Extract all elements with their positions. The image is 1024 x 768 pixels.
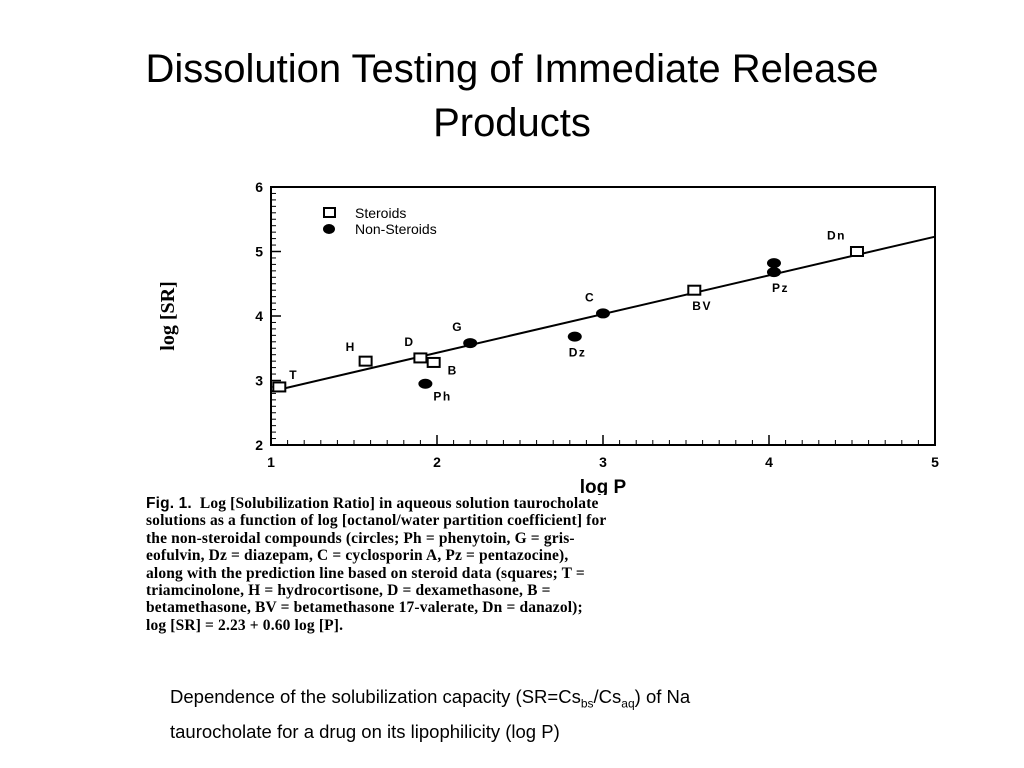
caption-line: betamethasone, BV = betamethasone 17-val… (146, 599, 583, 617)
non-steroid-point (766, 258, 781, 269)
non-steroid-point (766, 267, 781, 278)
steroid-point (426, 356, 441, 368)
data-marks: T H D B BV Dn Ph G Dz C Pz (272, 229, 864, 404)
x-tick-label: 5 (931, 454, 939, 470)
point-label: T (289, 368, 298, 382)
y-tick-label: 2 (255, 437, 263, 453)
point-label: Ph (433, 390, 451, 404)
slide-title: Dissolution Testing of Immediate Release… (0, 42, 1024, 150)
point-label: Dz (569, 346, 587, 360)
non-steroid-point (418, 378, 433, 389)
non-steroid-point (463, 338, 478, 349)
non-steroid-point (596, 308, 610, 319)
steroid-point (272, 381, 287, 393)
legend-label: Non-Steroids (355, 221, 437, 237)
caption-line: along with the prediction line based on … (146, 564, 585, 582)
y-tick-label: 3 (255, 373, 263, 389)
point-label: Dn (827, 229, 846, 243)
y-tick-label: 4 (255, 308, 263, 324)
point-label: B (448, 363, 458, 377)
caption-line: the non-steroidal compounds (circles; Ph… (146, 529, 575, 547)
note-subscript-aq: aq (621, 696, 635, 711)
steroid-point (687, 284, 702, 296)
x-tick-label: 4 (765, 454, 773, 470)
y-tick-label: 6 (255, 179, 263, 195)
steroid-point (849, 246, 864, 257)
caption-text: Log [Solubilization Ratio] in aqueous so… (199, 495, 599, 512)
caption-line: eofulvin, Dz = diazepam, C = cyclosporin… (146, 547, 569, 565)
x-axis-label: log P (580, 477, 627, 495)
legend-label: Steroids (355, 205, 406, 221)
note-text: /Cs (593, 686, 622, 707)
point-label: BV (692, 299, 712, 313)
point-label: H (346, 340, 356, 354)
y-axis-label: log [SR] (157, 281, 179, 350)
y-tick-label: 5 (255, 244, 263, 260)
note-text: taurocholate for a drug on its lipophili… (170, 720, 560, 742)
x-tick-label: 3 (599, 454, 607, 470)
slide-title-line-2: Products (433, 101, 591, 145)
figure-label: Fig. 1. (146, 495, 192, 512)
point-label: G (452, 320, 463, 334)
note-text: Dependence of the solubilization capacit… (170, 686, 581, 707)
legend-circle-marker (323, 224, 335, 234)
non-steroid-point (567, 331, 582, 342)
caption-line: triamcinolone, H = hydrocortisone, D = d… (146, 582, 551, 600)
slide-title-line-1: Dissolution Testing of Immediate Release (145, 47, 879, 91)
x-tick-label: 2 (433, 454, 441, 470)
caption-line: Fig. 1. Log [Solubilization Ratio] in aqu… (146, 495, 956, 512)
caption-line: log [SR] = 2.23 + 0.60 log [P]. (146, 616, 344, 634)
note-subscript-bs: bs (580, 696, 594, 711)
explanatory-note: Dependence of the solubilization capacit… (170, 683, 890, 746)
note-text: ) of Na (634, 686, 691, 707)
x-tick-label: 1 (267, 454, 275, 470)
point-label: Pz (772, 281, 789, 295)
point-label: C (585, 290, 595, 304)
point-label: D (404, 335, 414, 349)
steroid-point (413, 352, 428, 364)
figure-caption: Fig. 1. Log [Solubilization Ratio] in aqu… (146, 495, 956, 634)
legend-square-marker (323, 207, 336, 218)
steroid-point (358, 355, 373, 367)
caption-line: solutions as a function of log [octanol/… (146, 512, 607, 530)
